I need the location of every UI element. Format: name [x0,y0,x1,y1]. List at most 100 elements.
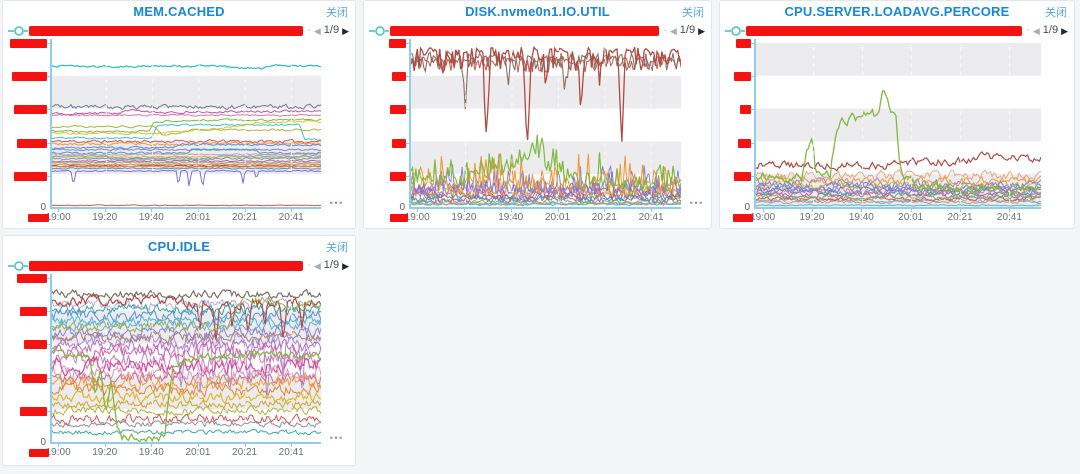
redacted-y-label [14,171,47,181]
y-tick-mark [406,109,409,111]
redacted-y-label [392,138,406,148]
x-tick-mark [58,209,60,212]
close-link[interactable]: 关闭 [682,7,704,19]
x-axis-label: 19:40 [848,212,874,223]
y-tick-mark [47,109,50,111]
pager-next-icon[interactable]: ▶ [342,260,349,271]
redacted-y-label [22,373,47,383]
pager-prev-icon[interactable]: ◀ [313,25,321,36]
x-tick-mark [244,209,246,212]
redacted-x-label [29,449,49,457]
y-tick-mark [47,377,50,379]
x-axis-label: 20:21 [591,212,617,223]
redacted-y-label [734,171,751,181]
x-axis-label: 20:21 [232,447,258,458]
x-tick-mark [151,209,153,212]
x-tick-mark [197,209,199,212]
pager-prev-icon[interactable]: ◀ [1032,25,1040,36]
y-tick-mark [47,175,50,177]
chart-panel-cpu-idle: CPU.IDLE 关闭 - ◀ 1/9 ▶ 0 19:00 19:20 19:40 20… [2,235,356,466]
chart-panel-mem-cached: MEM.CACHED 关闭 - ◀ 1/9 ▶ 0 19:00 19:20 19:40… [2,0,356,229]
legend-row: - ◀ 1/9 ▶ [7,24,349,37]
redacted-y-label [12,72,47,82]
x-axis-label: 19:20 [451,212,477,223]
legend-row: - ◀ 1/9 ▶ [7,259,349,272]
x-tick-mark [861,209,863,212]
y-tick-mark [47,311,50,313]
x-axis-label: 20:41 [278,212,304,223]
redacted-y-label [738,138,751,148]
x-tick-mark [557,209,559,212]
close-link[interactable]: 关闭 [326,242,348,254]
more-button[interactable]: ⋯ [329,429,344,445]
redacted-legend-bar [29,25,303,36]
x-axis-label: 19:00 [404,212,430,223]
pager-count: 1/9 [323,259,340,271]
panel-title: CPU.SERVER.LOADAVG.PERCORE [784,4,1010,19]
y-axis-zero-label: 0 [399,202,405,213]
series-plot [52,39,321,207]
x-tick-mark [811,209,813,212]
redacted-y-label [20,406,47,416]
pager-next-icon[interactable]: ▶ [1061,25,1068,36]
redacted-x-label [390,214,408,222]
x-tick-mark [244,444,246,447]
x-tick-mark [651,209,653,212]
pager-prev-icon[interactable]: ◀ [669,25,677,36]
y-tick-mark [406,76,409,78]
x-axis-label: 19:20 [92,212,118,223]
redacted-y-label [390,171,406,181]
close-link[interactable]: 关闭 [1045,7,1067,19]
y-tick-mark [47,410,50,412]
plot-area[interactable] [409,39,681,209]
redacted-legend-bar [390,25,659,36]
legend-row: - ◀ 1/9 ▶ [368,24,705,37]
x-tick-mark [417,209,419,212]
redacted-y-label [24,340,47,350]
plot-area[interactable] [50,274,321,444]
plot-area[interactable] [50,39,321,209]
y-tick-mark [406,142,409,144]
y-tick-mark [751,43,754,44]
plot-area[interactable] [754,39,1041,209]
y-tick-mark [406,43,409,44]
redacted-y-label [20,307,47,317]
x-axis-label: 20:01 [185,447,211,458]
y-axis-zero-label: 0 [40,202,46,213]
x-axis-label: 19:00 [750,212,776,223]
more-button[interactable]: ⋯ [689,194,704,210]
x-axis-label: 20:01 [544,212,571,223]
pager-next-icon[interactable]: ▶ [342,25,349,36]
x-tick-mark [463,209,465,212]
redacted-y-label [10,39,47,48]
x-axis-label: 19:00 [45,447,71,458]
close-link[interactable]: 关闭 [326,7,348,19]
redacted-y-label [14,105,47,115]
more-button[interactable]: ⋯ [329,194,344,210]
x-axis-label: 20:01 [185,212,211,223]
panel-header: CPU.SERVER.LOADAVG.PERCORE 关闭 [720,1,1074,23]
x-tick-mark [291,444,293,447]
pager-next-icon[interactable]: ▶ [698,25,705,36]
redacted-x-label [28,214,49,222]
redacted-y-label [736,39,751,48]
redacted-x-label [733,214,753,222]
y-axis-zero-label: 0 [744,202,750,213]
pager-count: 1/9 [1042,24,1059,36]
y-tick-mark [751,175,754,177]
pager-prev-icon[interactable]: ◀ [313,260,321,271]
legend-toggle-icon[interactable] [7,25,28,37]
legend-toggle-icon[interactable] [7,260,28,272]
x-tick-mark [104,444,106,447]
pager-dash: - [663,24,667,36]
legend-toggle-icon[interactable] [724,25,745,37]
y-tick-mark [47,344,50,346]
legend-toggle-icon[interactable] [368,25,389,37]
pager-dash: - [1026,24,1030,36]
redacted-y-label [390,105,406,115]
x-axis-label: 19:40 [498,212,524,223]
redacted-y-label [734,72,751,82]
y-tick-mark [47,43,50,44]
x-tick-mark [104,209,106,212]
x-tick-mark [762,209,764,212]
